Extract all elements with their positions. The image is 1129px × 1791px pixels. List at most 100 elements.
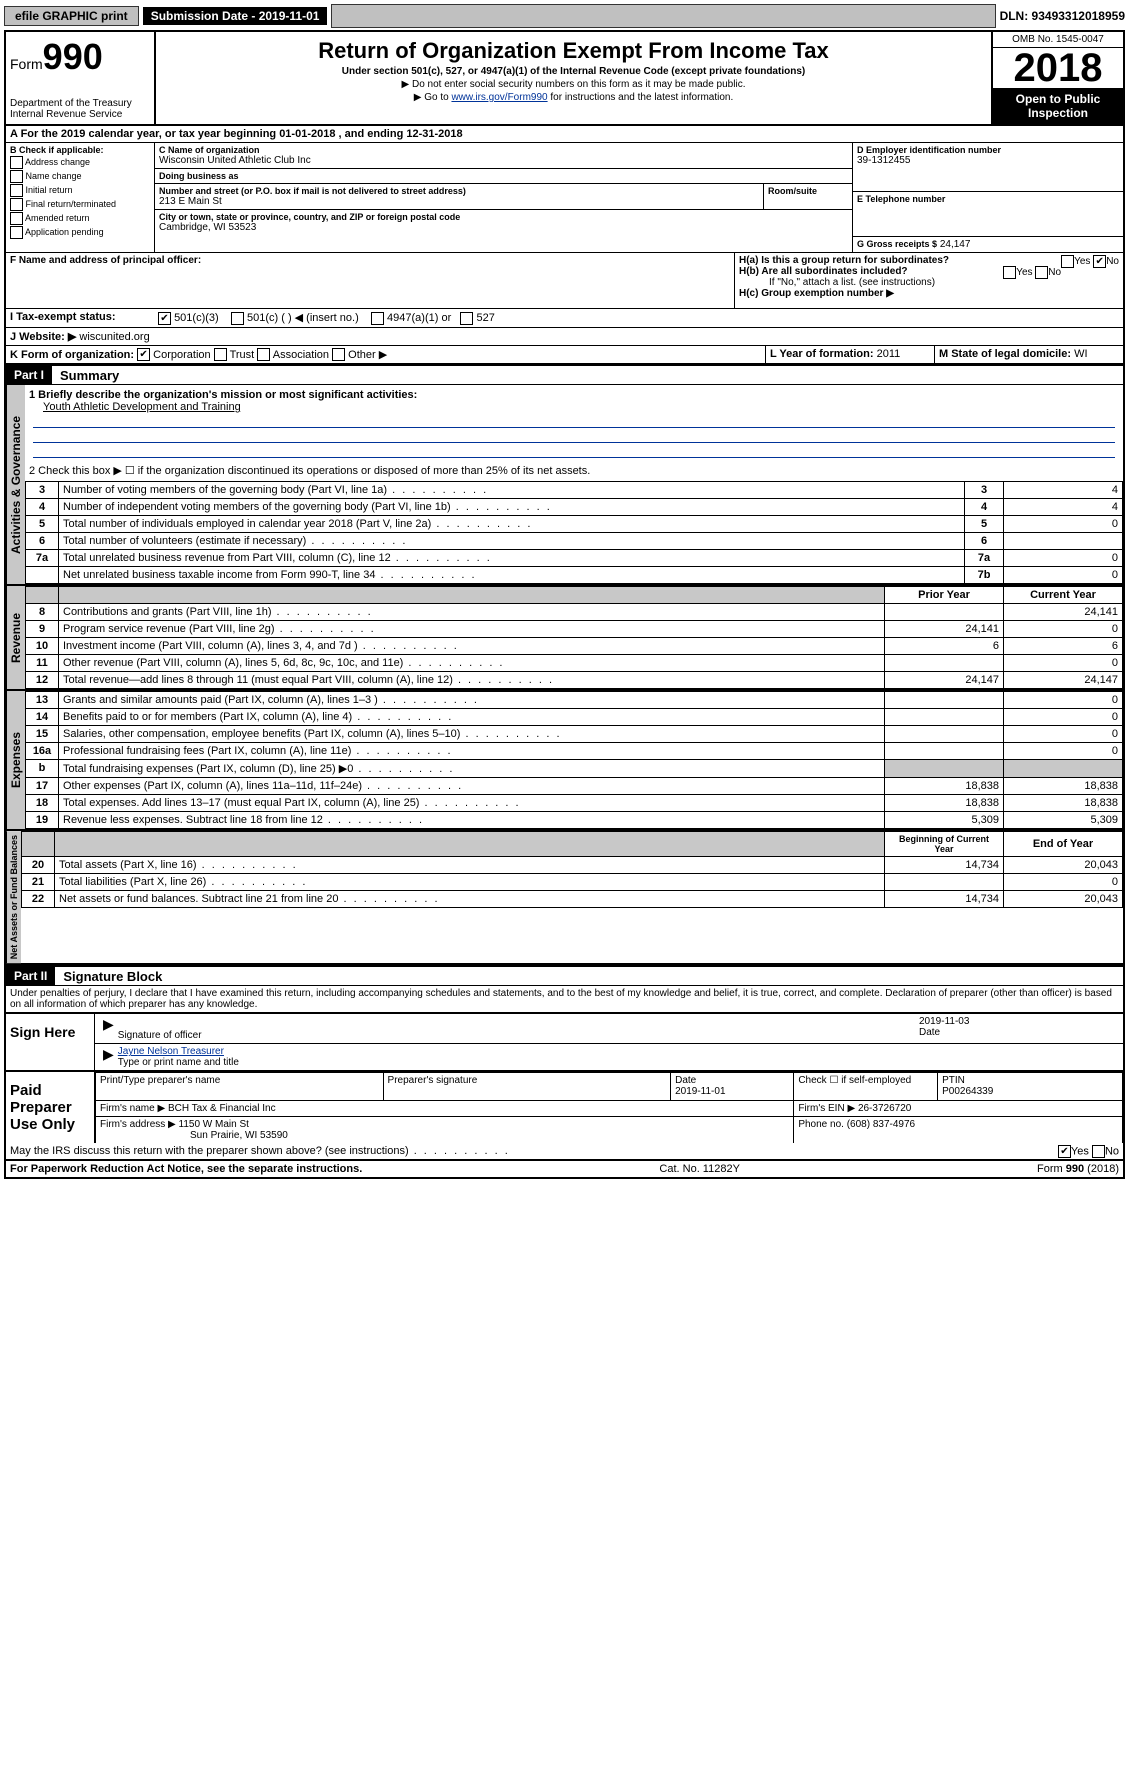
box-b: B Check if applicable: Address change Na… [6, 143, 155, 252]
table-row: bTotal fundraising expenses (Part IX, co… [26, 760, 1123, 778]
ptin-lbl: PTIN [942, 1075, 1118, 1086]
yes-lbl: Yes [1074, 256, 1090, 267]
addr-val: 213 E Main St [159, 196, 759, 207]
chk-initial[interactable] [10, 184, 23, 197]
chk-amended[interactable] [10, 212, 23, 225]
chk-assoc[interactable] [257, 348, 270, 361]
chk-501c[interactable] [231, 312, 244, 325]
self-emp-lbl: Check ☐ if self-employed [794, 1073, 938, 1101]
submission-date: Submission Date - 2019-11-01 [143, 7, 328, 25]
lbl-initial: Initial return [26, 185, 73, 195]
m-lbl: M State of legal domicile: [939, 348, 1071, 360]
gross-val: 24,147 [940, 239, 971, 250]
chk-name[interactable] [10, 170, 23, 183]
table-row: Net unrelated business taxable income fr… [26, 567, 1123, 584]
sign-here-block: Sign Here ▶ Signature of officer 2019-11… [6, 1012, 1123, 1070]
header-right: OMB No. 1545-0047 2018 Open to Public In… [991, 32, 1123, 124]
table-row: 11Other revenue (Part VIII, column (A), … [26, 655, 1123, 672]
blank-line [33, 413, 1115, 428]
box-c: C Name of organization Wisconsin United … [155, 143, 853, 252]
row-klm: K Form of organization: Corporation Trus… [6, 346, 1123, 365]
chk-4947[interactable] [371, 312, 384, 325]
sig-date-lbl: Date [919, 1027, 1119, 1038]
hb-no[interactable] [1035, 266, 1048, 279]
no-lbl3: No [1105, 1146, 1119, 1158]
chk-corp[interactable] [137, 348, 150, 361]
footer-left: For Paperwork Reduction Act Notice, see … [10, 1163, 362, 1175]
table-row: 14Benefits paid to or for members (Part … [26, 709, 1123, 726]
form-number: 990 [43, 36, 103, 77]
hdr-end: End of Year [1004, 832, 1123, 857]
chk-address[interactable] [10, 156, 23, 169]
ha-lbl: H(a) Is this a group return for subordin… [739, 255, 949, 266]
addr-lbl: Number and street (or P.O. box if mail i… [159, 186, 759, 196]
hdr-begin: Beginning of Current Year [885, 832, 1004, 857]
open-public: Open to Public Inspection [993, 88, 1123, 124]
lbl-other: Other ▶ [348, 349, 387, 361]
section-expenses: Expenses 13Grants and similar amounts pa… [6, 691, 1123, 831]
sign-here-lbl: Sign Here [6, 1014, 95, 1070]
dept-label: Department of the Treasury Internal Reve… [10, 98, 150, 120]
lbl-trust: Trust [230, 349, 255, 361]
form-header: Form990 Department of the Treasury Inter… [6, 32, 1123, 126]
irs-link[interactable]: www.irs.gov/Form990 [451, 92, 547, 103]
table-row: 21Total liabilities (Part X, line 26)0 [22, 874, 1123, 891]
table-row: 22Net assets or fund balances. Subtract … [22, 891, 1123, 908]
yes-lbl2: Yes [1016, 267, 1032, 278]
lbl-527: 527 [476, 312, 494, 324]
table-row: 3Number of voting members of the governi… [26, 482, 1123, 499]
table-row: 6Total number of volunteers (estimate if… [26, 533, 1123, 550]
city-val: Cambridge, WI 53523 [159, 222, 848, 233]
discuss-no[interactable] [1092, 1145, 1105, 1158]
form-subtitle: Under section 501(c), 527, or 4947(a)(1)… [160, 66, 987, 77]
col-right: D Employer identification number 39-1312… [853, 143, 1123, 252]
footer-right: Form 990 (2018) [1037, 1163, 1119, 1175]
firm-city: Sun Prairie, WI 53590 [100, 1130, 288, 1141]
table-row: 20Total assets (Part X, line 16)14,73420… [22, 857, 1123, 874]
hdr-curr: Current Year [1004, 587, 1123, 604]
table-netassets: Beginning of Current YearEnd of Year 20T… [21, 831, 1123, 908]
blank-line [33, 428, 1115, 443]
lbl-amended: Amended return [25, 213, 90, 223]
l-lbl: L Year of formation: [770, 348, 874, 360]
row-j: J Website: ▶ wiscunited.org [6, 328, 1123, 346]
website-lbl: J Website: ▶ [10, 331, 76, 343]
ein-val: 39-1312455 [857, 155, 1119, 166]
note-link: ▶ Go to www.irs.gov/Form990 for instruct… [160, 92, 987, 103]
lbl-assoc: Association [273, 349, 329, 361]
section-revenue: Revenue Prior YearCurrent Year 8Contribu… [6, 586, 1123, 691]
hdr-prior: Prior Year [885, 587, 1004, 604]
row-a-period: A For the 2019 calendar year, or tax yea… [6, 126, 1123, 143]
m-val: WI [1074, 348, 1087, 360]
officer-val [10, 266, 730, 306]
table-row: 15Salaries, other compensation, employee… [26, 726, 1123, 743]
table-row: 5Total number of individuals employed in… [26, 516, 1123, 533]
officer-name-link[interactable]: Jayne Nelson Treasurer [118, 1046, 224, 1057]
efile-button[interactable]: efile GRAPHIC print [4, 6, 139, 26]
chk-527[interactable] [460, 312, 473, 325]
ha-yes[interactable] [1061, 255, 1074, 268]
ha-no[interactable] [1093, 255, 1106, 268]
discuss-yes[interactable] [1058, 1145, 1071, 1158]
row-f-h: F Name and address of principal officer:… [6, 253, 1123, 309]
tax-exempt-lbl: I Tax-exempt status: [6, 309, 154, 327]
part2-header: Part II Signature Block [6, 965, 1123, 986]
yes-lbl3: Yes [1071, 1146, 1089, 1158]
prep-sig-lbl: Preparer's signature [388, 1075, 667, 1086]
chk-final[interactable] [10, 198, 23, 211]
firm-name: BCH Tax & Financial Inc [168, 1103, 276, 1114]
firm-phone-lbl: Phone no. [798, 1119, 844, 1130]
chk-trust[interactable] [214, 348, 227, 361]
chk-pending[interactable] [10, 226, 23, 239]
hb-yes[interactable] [1003, 266, 1016, 279]
chk-501c3[interactable] [158, 312, 171, 325]
firm-addr: 1150 W Main St [179, 1119, 249, 1130]
table-row: 17Other expenses (Part IX, column (A), l… [26, 778, 1123, 795]
table-row: 13Grants and similar amounts paid (Part … [26, 692, 1123, 709]
chk-other[interactable] [332, 348, 345, 361]
table-expenses: 13Grants and similar amounts paid (Part … [25, 691, 1123, 829]
lbl-4947: 4947(a)(1) or [387, 312, 451, 324]
table-row: 19Revenue less expenses. Subtract line 1… [26, 812, 1123, 829]
table-row: 8Contributions and grants (Part VIII, li… [26, 604, 1123, 621]
entity-grid: B Check if applicable: Address change Na… [6, 143, 1123, 253]
